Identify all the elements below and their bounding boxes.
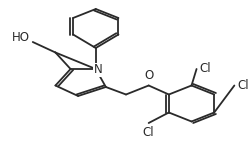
Text: N: N (94, 63, 103, 76)
Text: O: O (144, 69, 153, 82)
Text: Cl: Cl (237, 79, 248, 92)
Text: Cl: Cl (199, 63, 211, 75)
Text: Cl: Cl (143, 126, 154, 139)
Text: HO: HO (12, 31, 30, 44)
